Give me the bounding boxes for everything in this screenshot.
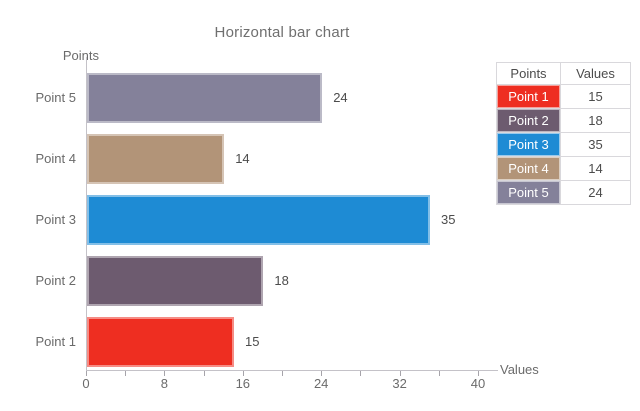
category-label: Point 3 bbox=[35, 212, 76, 227]
x-axis-line bbox=[86, 370, 498, 371]
x-tick bbox=[86, 371, 87, 376]
bar-value-label: 18 bbox=[274, 273, 289, 288]
x-tick bbox=[399, 371, 401, 376]
legend-value-cell: 15 bbox=[560, 84, 631, 109]
legend-value-cell: 24 bbox=[560, 180, 631, 205]
x-axis-title: Values bbox=[500, 362, 539, 377]
legend-header-points: Points bbox=[496, 62, 561, 85]
x-tick-label: 0 bbox=[82, 376, 90, 391]
legend-value-cell: 14 bbox=[560, 156, 631, 181]
bar bbox=[87, 256, 264, 306]
legend-swatch-cell: Point 5 bbox=[496, 180, 561, 205]
x-tick bbox=[438, 371, 440, 376]
category-label: Point 2 bbox=[35, 273, 76, 288]
x-tick bbox=[125, 371, 127, 376]
bar bbox=[87, 134, 225, 184]
legend-swatch-cell: Point 2 bbox=[496, 108, 561, 133]
x-tick bbox=[321, 371, 323, 376]
x-tick bbox=[478, 371, 479, 376]
chart-title: Horizontal bar chart bbox=[214, 24, 350, 41]
y-axis-title: Points bbox=[62, 48, 99, 63]
bar bbox=[87, 317, 234, 367]
legend-header-values: Values bbox=[560, 62, 631, 85]
y-axis-line bbox=[86, 57, 87, 371]
x-tick bbox=[164, 371, 166, 376]
category-label: Point 1 bbox=[35, 334, 76, 349]
x-tick-label: 40 bbox=[470, 376, 486, 391]
x-tick bbox=[282, 371, 283, 376]
legend-header-row: Points Values bbox=[496, 62, 631, 85]
legend-swatch-cell: Point 4 bbox=[496, 156, 561, 181]
bar-value-label: 15 bbox=[245, 334, 260, 349]
bar bbox=[87, 195, 430, 245]
legend-swatch-cell: Point 1 bbox=[496, 84, 561, 109]
x-tick-label: 24 bbox=[313, 376, 329, 391]
legend-row: Point 3 35 bbox=[496, 132, 631, 157]
legend-row: Point 4 14 bbox=[496, 156, 631, 181]
x-tick bbox=[203, 371, 205, 376]
x-tick bbox=[360, 371, 362, 376]
bar bbox=[87, 73, 323, 123]
bar-value-label: 14 bbox=[235, 151, 250, 166]
category-label: Point 4 bbox=[35, 151, 76, 166]
x-tick-label: 16 bbox=[235, 376, 251, 391]
legend-row: Point 1 15 bbox=[496, 84, 631, 109]
legend-row: Point 2 18 bbox=[496, 108, 631, 133]
bar-value-label: 35 bbox=[441, 212, 456, 227]
category-label: Point 5 bbox=[35, 90, 76, 105]
x-tick bbox=[242, 371, 244, 376]
x-tick-label: 8 bbox=[160, 376, 168, 391]
legend-swatch-cell: Point 3 bbox=[496, 132, 561, 157]
legend-value-cell: 35 bbox=[560, 132, 631, 157]
bar-value-label: 24 bbox=[333, 90, 348, 105]
legend-row: Point 5 24 bbox=[496, 180, 631, 205]
x-tick-label: 32 bbox=[392, 376, 407, 391]
legend-value-cell: 18 bbox=[560, 108, 631, 133]
